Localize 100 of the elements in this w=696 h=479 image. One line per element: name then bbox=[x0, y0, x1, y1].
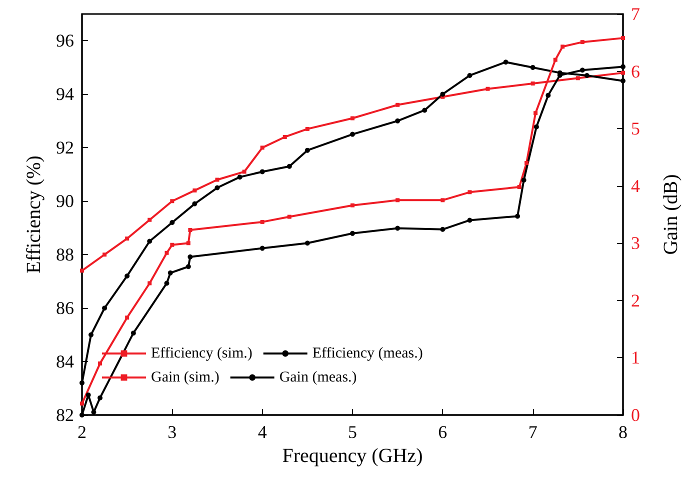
point bbox=[580, 40, 584, 44]
point bbox=[148, 281, 152, 286]
point bbox=[80, 402, 84, 406]
point bbox=[515, 214, 520, 219]
y-tick-label: 96 bbox=[56, 30, 74, 51]
legend-label: Gain (meas.) bbox=[279, 370, 357, 386]
y-tick-label: 82 bbox=[56, 405, 74, 425]
point bbox=[440, 92, 446, 97]
point bbox=[468, 190, 472, 194]
point bbox=[524, 160, 529, 165]
point bbox=[98, 361, 102, 366]
y-tick-label: 88 bbox=[56, 244, 74, 265]
x-tick-label: 4 bbox=[258, 422, 267, 442]
point bbox=[125, 316, 130, 320]
point bbox=[192, 201, 198, 206]
y2-tick-label: 7 bbox=[631, 4, 640, 24]
point bbox=[467, 72, 472, 78]
point bbox=[260, 220, 264, 224]
point bbox=[80, 412, 84, 418]
point bbox=[214, 185, 220, 190]
x-tick-label: 2 bbox=[78, 422, 86, 442]
point bbox=[440, 198, 445, 202]
point bbox=[620, 64, 626, 70]
point bbox=[282, 134, 287, 139]
point bbox=[242, 170, 246, 174]
y2-axis-title: Gain (dB) bbox=[660, 174, 682, 255]
legend-label: Efficiency (meas.) bbox=[312, 346, 423, 362]
point bbox=[125, 236, 130, 241]
point bbox=[580, 68, 585, 73]
point bbox=[305, 126, 310, 131]
point bbox=[350, 116, 354, 120]
y-tick-label: 86 bbox=[56, 298, 74, 318]
point bbox=[287, 214, 292, 219]
y-tick-label: 92 bbox=[56, 138, 74, 158]
point bbox=[147, 238, 152, 244]
point bbox=[517, 185, 522, 190]
y2-tick-label: 2 bbox=[631, 290, 640, 310]
point bbox=[396, 198, 400, 202]
point bbox=[186, 264, 191, 270]
point bbox=[620, 78, 626, 84]
x-tick-label: 3 bbox=[168, 422, 177, 442]
point bbox=[188, 254, 193, 260]
y-axis-title: Efficiency (%) bbox=[23, 156, 45, 274]
point bbox=[102, 306, 108, 311]
point bbox=[286, 164, 292, 169]
point bbox=[80, 268, 84, 273]
point bbox=[91, 410, 96, 415]
point bbox=[304, 148, 310, 153]
y-tick-label: 90 bbox=[56, 191, 74, 212]
point bbox=[164, 280, 170, 286]
y2-tick-label: 6 bbox=[631, 61, 640, 82]
y2-tick-label: 5 bbox=[631, 118, 640, 139]
x-tick-label: 5 bbox=[348, 422, 357, 442]
y2-tick-label: 4 bbox=[631, 176, 640, 196]
point bbox=[584, 72, 590, 78]
point bbox=[621, 70, 625, 75]
point bbox=[395, 226, 400, 231]
point bbox=[350, 132, 355, 137]
point bbox=[534, 124, 539, 130]
point bbox=[530, 64, 536, 70]
point bbox=[503, 60, 508, 65]
point bbox=[486, 86, 490, 91]
x-tick-label: 8 bbox=[618, 422, 628, 442]
point bbox=[422, 108, 428, 113]
point bbox=[395, 118, 400, 124]
x-tick-label: 6 bbox=[438, 422, 448, 442]
point bbox=[130, 330, 136, 336]
point bbox=[621, 36, 625, 40]
point bbox=[124, 273, 130, 278]
y-tick-label: 94 bbox=[56, 84, 74, 104]
point bbox=[148, 218, 152, 222]
point bbox=[98, 395, 103, 400]
point bbox=[534, 111, 538, 116]
point bbox=[260, 146, 264, 150]
point bbox=[350, 230, 355, 236]
point bbox=[350, 203, 354, 208]
point bbox=[304, 240, 310, 246]
point bbox=[192, 188, 197, 192]
point bbox=[530, 82, 535, 86]
point bbox=[170, 220, 175, 226]
point bbox=[80, 380, 84, 386]
point bbox=[86, 392, 91, 398]
point bbox=[440, 226, 446, 232]
point bbox=[260, 169, 265, 174]
point bbox=[170, 199, 174, 204]
point bbox=[88, 332, 94, 338]
point bbox=[215, 178, 220, 182]
y2-tick-label: 1 bbox=[631, 348, 640, 368]
point bbox=[186, 241, 190, 246]
x-axis-title: Frequency (GHz) bbox=[282, 444, 423, 467]
y-tick-label: 84 bbox=[56, 352, 74, 372]
point bbox=[102, 252, 107, 257]
point bbox=[553, 58, 558, 62]
legend-label: Efficiency (sim.) bbox=[151, 346, 252, 362]
point bbox=[521, 178, 526, 183]
y2-tick-label: 3 bbox=[631, 233, 640, 254]
x-tick-label: 7 bbox=[528, 422, 538, 442]
point bbox=[560, 44, 565, 49]
point bbox=[396, 102, 400, 107]
y2-tick-label: 0 bbox=[631, 405, 640, 425]
